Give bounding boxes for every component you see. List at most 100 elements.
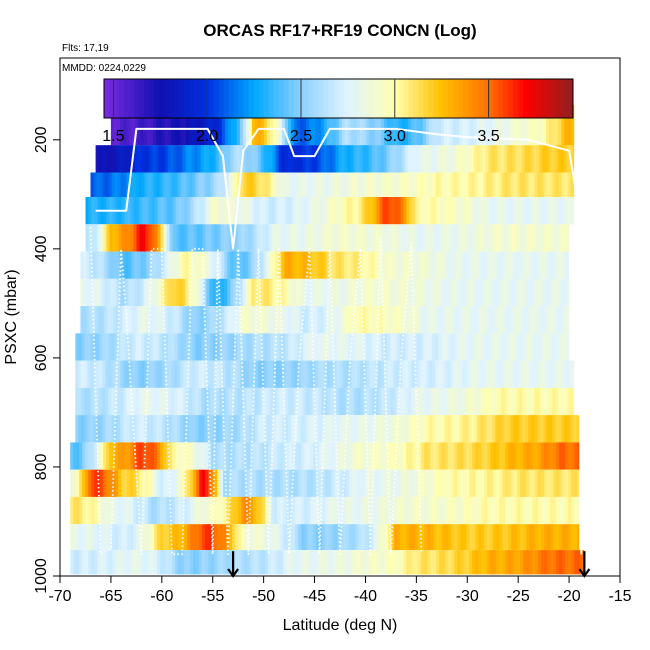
heatmap-cell — [171, 172, 176, 197]
heatmap-cell — [446, 306, 450, 334]
heatmap-cell — [405, 415, 409, 443]
heatmap-cell — [553, 550, 557, 575]
heatmap-cell — [543, 415, 547, 443]
heatmap-cell — [290, 278, 294, 307]
heatmap-cell — [250, 469, 254, 497]
heatmap-cell — [548, 306, 552, 334]
heatmap-cell — [367, 550, 371, 575]
heatmap-cell — [350, 306, 354, 334]
heatmap-cell — [178, 442, 182, 470]
heatmap-cell — [156, 387, 160, 416]
heatmap-cell — [372, 333, 376, 361]
heatmap-cell — [441, 360, 445, 388]
heatmap-cell — [282, 333, 286, 361]
heatmap-cell — [319, 197, 324, 225]
heatmap-cell — [165, 387, 169, 416]
heatmap-cell — [509, 104, 514, 146]
heatmap-cell — [269, 251, 273, 279]
heatmap-cell — [92, 278, 96, 307]
heatmap-cell — [488, 306, 492, 334]
heatmap-cell — [122, 104, 127, 146]
heatmap-cell — [99, 333, 103, 361]
heatmap-cell — [477, 172, 482, 197]
heatmap-cell — [359, 306, 363, 334]
heatmap-cell — [361, 197, 366, 225]
heatmap-cell — [424, 197, 429, 225]
heatmap-cell — [143, 145, 148, 173]
heatmap-cell — [169, 550, 173, 575]
heatmap-cell — [515, 145, 520, 173]
heatmap-cell — [202, 469, 206, 497]
heatmap-cell — [338, 278, 342, 307]
heatmap-cell — [490, 524, 494, 551]
heatmap-cell — [425, 278, 429, 307]
heatmap-cell — [171, 387, 175, 416]
heatmap-cell — [419, 104, 424, 146]
heatmap-cell — [508, 524, 512, 551]
heatmap-cell — [238, 496, 242, 525]
heatmap-cell — [475, 496, 479, 525]
heatmap-cell — [195, 387, 199, 416]
colorbar-cell — [378, 79, 384, 118]
heatmap-cell — [397, 224, 402, 252]
heatmap-cell — [216, 415, 220, 443]
heatmap-cell — [218, 251, 222, 279]
heatmap-cell — [511, 442, 515, 470]
heatmap-cell — [449, 306, 453, 334]
heatmap-cell — [344, 251, 348, 279]
heatmap-cell — [339, 387, 343, 416]
heatmap-cell — [313, 224, 318, 252]
heatmap-cell — [398, 145, 403, 173]
heatmap-cell — [99, 387, 103, 416]
heatmap-cell — [506, 145, 511, 173]
colorbar-cell — [318, 79, 325, 118]
heatmap-cell — [467, 145, 472, 173]
heatmap-cell — [310, 197, 315, 225]
heatmap-cell — [303, 360, 307, 388]
heatmap-cell — [229, 469, 233, 497]
heatmap-cell — [526, 224, 531, 252]
heatmap-cell — [509, 251, 513, 279]
heatmap-cell — [511, 496, 515, 525]
heatmap-cell — [277, 550, 281, 575]
heatmap-cell — [476, 278, 480, 307]
colorbar-cell — [228, 79, 235, 118]
heatmap-cell — [365, 251, 369, 279]
heatmap-cell — [472, 550, 476, 575]
heatmap-cell — [240, 415, 244, 443]
heatmap-cell — [412, 469, 416, 497]
heatmap-cell — [101, 306, 105, 334]
heatmap-cell — [148, 469, 152, 497]
y-tick-label: 800 — [33, 454, 50, 481]
heatmap-cell — [400, 197, 405, 225]
heatmap-cell — [437, 104, 442, 146]
heatmap-cell — [367, 469, 371, 497]
heatmap-cell — [418, 524, 422, 551]
heatmap-cell — [286, 197, 291, 225]
heatmap-cell — [472, 524, 476, 551]
heatmap-cell — [253, 524, 257, 551]
heatmap-cell — [328, 524, 332, 551]
heatmap-cell — [147, 360, 151, 388]
heatmap-cell — [314, 251, 318, 279]
heatmap-cell — [411, 333, 415, 361]
heatmap-cell — [428, 306, 432, 334]
heatmap-cell — [97, 442, 101, 470]
heatmap-cell — [353, 306, 357, 334]
heatmap-cell — [113, 145, 118, 173]
heatmap-cell — [277, 442, 281, 470]
heatmap-cell — [283, 524, 287, 551]
heatmap-cell — [426, 360, 430, 388]
heatmap-cell — [138, 172, 143, 197]
heatmap-cell — [166, 197, 171, 225]
heatmap-cell — [319, 550, 323, 575]
colorbar-cell — [158, 79, 165, 118]
heatmap-cell — [484, 496, 488, 525]
heatmap-cell — [264, 415, 268, 443]
heatmap-cell — [108, 172, 113, 197]
heatmap-cell — [202, 524, 206, 551]
heatmap-cell — [70, 442, 74, 470]
heatmap-cell — [203, 306, 207, 334]
heatmap-cell — [570, 387, 574, 416]
heatmap-cell — [331, 550, 335, 575]
